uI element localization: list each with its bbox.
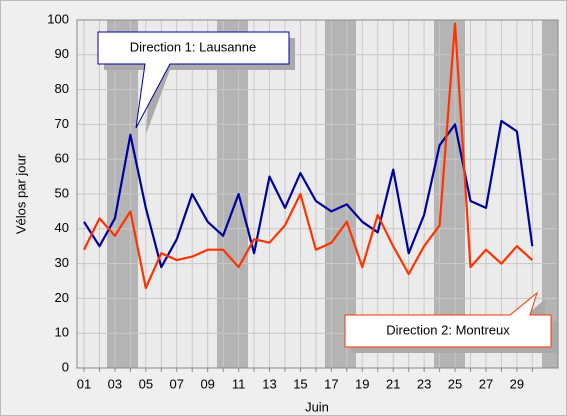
x-tick-label: 03 xyxy=(108,376,122,391)
x-tick-label: 21 xyxy=(386,376,400,391)
y-tick-label: 60 xyxy=(55,151,69,166)
x-tick-label: 09 xyxy=(200,376,214,391)
x-tick-label: 19 xyxy=(355,376,369,391)
series-line xyxy=(83,22,534,290)
y-tick-label: 50 xyxy=(55,185,69,200)
x-tick-label: 27 xyxy=(479,376,493,391)
y-tick-label: 90 xyxy=(55,46,69,61)
y-tick-label: 10 xyxy=(55,325,69,340)
x-tick-label: 13 xyxy=(262,376,276,391)
x-tick-label: 29 xyxy=(510,376,524,391)
callout-text: Direction 2: Montreux xyxy=(386,322,510,337)
callout-montreux: Direction 2: Montreux xyxy=(344,291,557,353)
y-tick-label: 0 xyxy=(62,359,69,374)
x-tick-label: 15 xyxy=(293,376,307,391)
x-tick-label: 11 xyxy=(232,376,246,391)
y-axis-label: Vélos par jour xyxy=(13,153,28,234)
y-tick-label: 80 xyxy=(55,81,69,96)
x-tick-label: 23 xyxy=(417,376,431,391)
x-tick-label: 01 xyxy=(77,376,91,391)
y-tick-label: 40 xyxy=(55,220,69,235)
y-tick-label: 70 xyxy=(55,116,69,131)
y-tick-label: 30 xyxy=(55,255,69,270)
y-tick-label: 100 xyxy=(47,11,69,26)
x-tick-label: 17 xyxy=(324,376,338,391)
x-tick-label: 25 xyxy=(448,376,462,391)
callout-lausanne: Direction 1: Lausanne xyxy=(97,31,295,134)
x-tick-label: 05 xyxy=(139,376,153,391)
plot-border xyxy=(76,19,559,369)
y-tick-label: 20 xyxy=(55,290,69,305)
x-axis-label: Juin xyxy=(305,399,329,414)
callout-text: Direction 1: Lausanne xyxy=(130,39,256,54)
x-tick-label: 07 xyxy=(170,376,184,391)
